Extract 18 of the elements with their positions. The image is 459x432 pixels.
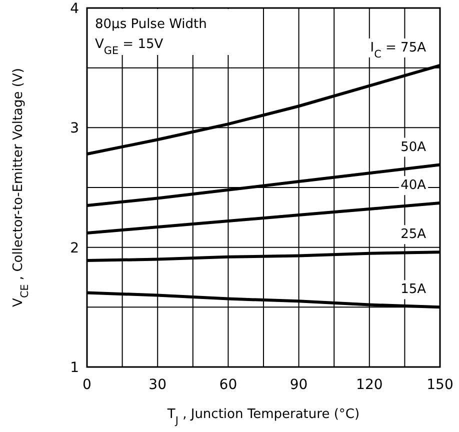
x-tick-label: 0 bbox=[82, 377, 92, 393]
series-label: 15A bbox=[400, 282, 426, 298]
y-tick-label: 1 bbox=[70, 360, 79, 376]
y-tick-label: 4 bbox=[70, 1, 80, 17]
y-tick-label: 3 bbox=[70, 120, 79, 137]
x-tick-label: 30 bbox=[148, 377, 167, 393]
series-label: 40A bbox=[400, 178, 426, 194]
annotation: V$_{GE}$ = 15V bbox=[95, 37, 164, 57]
series-label: 25A bbox=[400, 227, 426, 242]
series-label: 50A bbox=[400, 140, 426, 155]
x-tick-label: 60 bbox=[219, 377, 238, 393]
y-tick-label: 2 bbox=[70, 240, 79, 256]
x-tick-label: 120 bbox=[356, 377, 383, 393]
x-tick-label: 90 bbox=[290, 377, 308, 393]
annotation: 80µs Pulse Width bbox=[95, 17, 207, 32]
series-label: I$_{C}$ = 75A bbox=[370, 40, 426, 60]
x-axis-title: T$_{J}$ , Junction Temperature (°C) bbox=[166, 407, 360, 427]
x-tick-label: 150 bbox=[426, 377, 454, 393]
